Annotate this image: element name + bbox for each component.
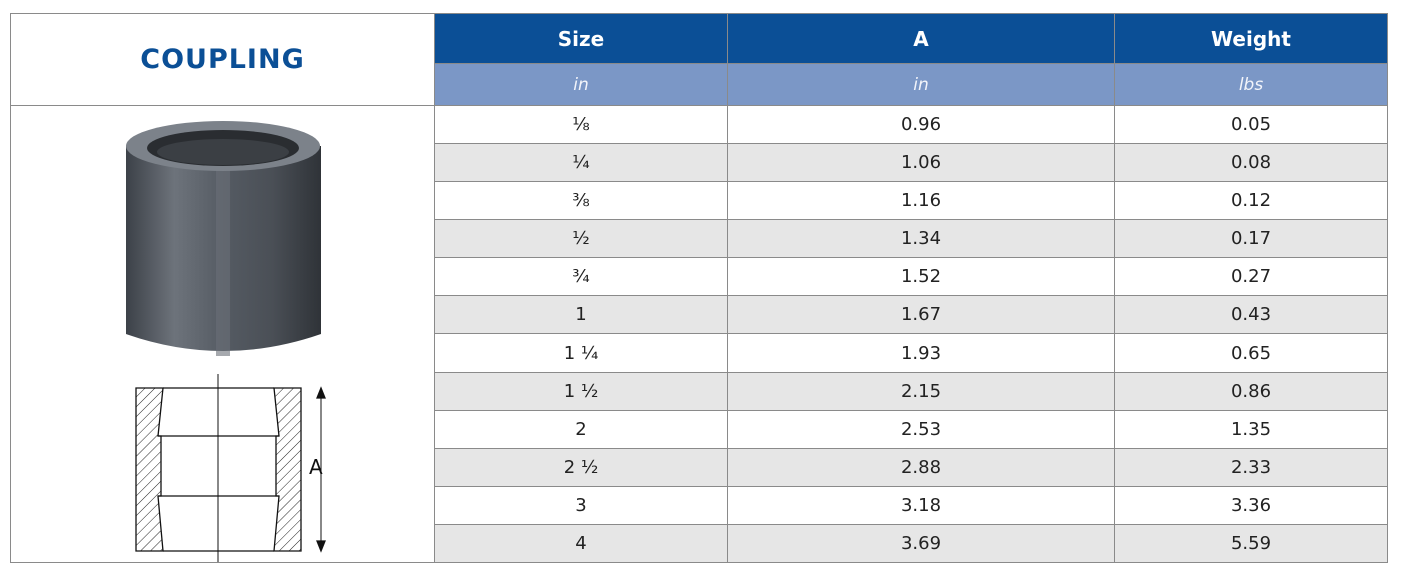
table-cell: 0.43 (1115, 296, 1388, 334)
table-cell: ¼ (435, 144, 728, 182)
table-cell: 0.27 (1115, 258, 1388, 296)
table-cell: 5.59 (1115, 524, 1388, 562)
table-cell: 2.33 (1115, 448, 1388, 486)
page: COUPLING SizeAWeight ininlbs A ⅛0.960.05… (0, 0, 1401, 565)
illustration-cell: A (11, 106, 435, 563)
table-cell: 1.93 (728, 334, 1115, 372)
table-cell: 0.65 (1115, 334, 1388, 372)
dimension-label: A (309, 455, 323, 479)
column-unit: in (435, 64, 728, 106)
table-cell: 1 (435, 296, 728, 334)
table-cell: ⅛ (435, 106, 728, 144)
table-cell: 3.36 (1115, 486, 1388, 524)
table-cell: 1.67 (728, 296, 1115, 334)
table-cell: 2 (435, 410, 728, 448)
coupling-illustration: A (11, 106, 435, 562)
table-cell: 0.17 (1115, 220, 1388, 258)
table-cell: 1.16 (728, 182, 1115, 220)
table-cell: 0.08 (1115, 144, 1388, 182)
cross-section: A (136, 374, 325, 562)
table-cell: 2.88 (728, 448, 1115, 486)
table-cell: 3.18 (728, 486, 1115, 524)
table-cell: ⅜ (435, 182, 728, 220)
table-cell: 0.12 (1115, 182, 1388, 220)
table-cell: 1.35 (1115, 410, 1388, 448)
table-cell: 2 ½ (435, 448, 728, 486)
table-cell: 0.86 (1115, 372, 1388, 410)
column-unit: in (728, 64, 1115, 106)
table-cell: 1.06 (728, 144, 1115, 182)
table-cell: 0.96 (728, 106, 1115, 144)
table-cell: 1.52 (728, 258, 1115, 296)
table-cell: 1 ¼ (435, 334, 728, 372)
column-header: Size (435, 14, 728, 64)
table-cell: 4 (435, 524, 728, 562)
table-cell: ½ (435, 220, 728, 258)
table-cell: 3 (435, 486, 728, 524)
table-cell: ¾ (435, 258, 728, 296)
table-cell: 2.15 (728, 372, 1115, 410)
table-cell: 2.53 (728, 410, 1115, 448)
table-title: COUPLING (11, 14, 435, 106)
column-unit: lbs (1115, 64, 1388, 106)
table-cell: 0.05 (1115, 106, 1388, 144)
table-cell: 1.34 (728, 220, 1115, 258)
column-header: Weight (1115, 14, 1388, 64)
coupling-photo (126, 121, 321, 356)
table-cell: 3.69 (728, 524, 1115, 562)
column-header: A (728, 14, 1115, 64)
table-cell: 1 ½ (435, 372, 728, 410)
